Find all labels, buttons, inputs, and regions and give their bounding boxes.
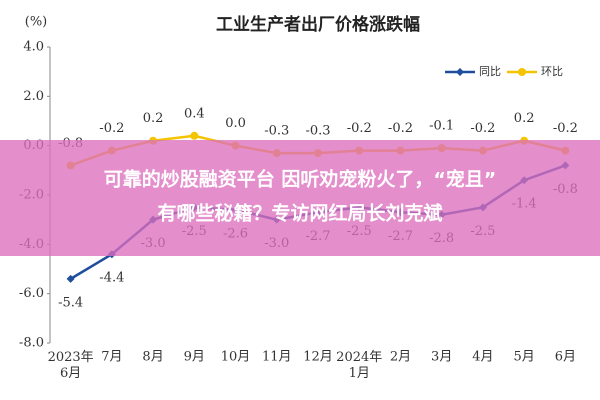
x-tick-label: 3月 xyxy=(431,350,452,365)
x-tick-label: 2023年 6月 xyxy=(48,350,94,381)
data-label: -0.3 xyxy=(264,124,289,139)
data-label: -4.4 xyxy=(99,271,124,286)
y-axis-label: (%) xyxy=(25,15,48,30)
data-label: -0.3 xyxy=(305,124,330,139)
x-tick-label: 2024年 1月 xyxy=(336,350,382,381)
chart-title: 工业生产者出厂价格涨跌幅 xyxy=(216,14,420,35)
y-tick-label: 4.0 xyxy=(23,40,44,55)
data-label: 0.2 xyxy=(143,111,164,126)
x-tick-label: 7月 xyxy=(101,350,122,365)
x-tick-label: 4月 xyxy=(472,350,493,365)
data-label: -0.2 xyxy=(347,121,372,136)
x-tick-label: 6月 xyxy=(555,350,576,365)
legend-label: 环比 xyxy=(541,65,563,78)
x-tick-label: 10月 xyxy=(221,350,251,365)
overlay-banner xyxy=(0,140,600,256)
data-label: -0.2 xyxy=(553,121,578,136)
x-tick-label: 2月 xyxy=(390,350,411,365)
data-label: 0.4 xyxy=(184,106,205,121)
data-label: -0.2 xyxy=(99,121,124,136)
y-tick-label: 2.0 xyxy=(23,89,44,104)
overlay-text: 有哪些秘籍？专访网红局长刘克斌 xyxy=(157,202,442,225)
data-label: -0.2 xyxy=(470,121,495,136)
data-label: -0.1 xyxy=(429,119,454,134)
point xyxy=(190,131,199,140)
point xyxy=(66,274,75,283)
y-tick-label: -6.0 xyxy=(19,286,44,301)
x-tick-label: 11月 xyxy=(262,350,292,365)
x-tick-label: 12月 xyxy=(303,350,333,365)
data-label: 0.0 xyxy=(225,116,246,131)
overlay-text: 可靠的炒股融资平台 因听劝宠粉火了，“宠且” xyxy=(104,168,497,191)
x-tick-label: 5月 xyxy=(514,350,535,365)
x-tick-label: 8月 xyxy=(142,350,163,365)
legend-label: 同比 xyxy=(479,65,501,78)
point xyxy=(518,68,526,76)
point xyxy=(456,68,464,76)
data-label: -5.4 xyxy=(58,295,83,310)
y-tick-label: -8.0 xyxy=(19,336,44,351)
data-label: -0.2 xyxy=(388,121,413,136)
x-tick-label: 9月 xyxy=(184,350,205,365)
data-label: 0.2 xyxy=(514,111,535,126)
